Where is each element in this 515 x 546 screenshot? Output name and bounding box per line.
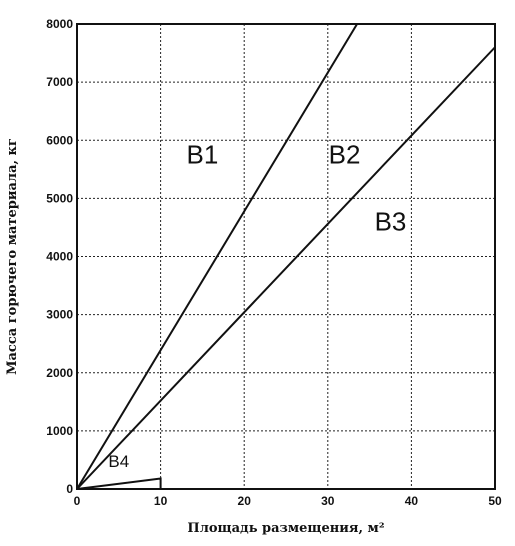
x-axis-title: Площадь размещения, м² [187,521,384,536]
y-tick-label: 4000 [46,250,73,264]
region-labels: В1 В2 В3 В4 [108,140,406,471]
y-tick-label: 6000 [46,133,73,147]
series-layer [76,23,496,490]
y-tick-label: 0 [66,482,73,496]
x-tick-label: 0 [74,494,81,508]
y-tick-label: 2000 [46,366,73,380]
plot-frame [76,23,496,490]
x-tick-label: 30 [321,494,335,508]
x-tick-label: 40 [405,494,419,508]
region-label: В4 [108,452,129,471]
region-label: В3 [375,206,407,236]
series-line-2 [76,46,496,490]
x-tick-label: 20 [238,494,252,508]
grid [77,24,495,489]
y-axis-title: Масса горючего материала, кг [5,138,20,375]
tick-labels: 0 10 20 30 40 50 0 1000 2000 3000 4000 5000 6000 7000… [46,17,502,508]
x-tick-label: 10 [154,494,168,508]
region-label: В2 [329,140,361,170]
y-tick-label: 7000 [46,75,73,89]
series-line-3 [76,477,162,490]
y-tick-label: 5000 [46,191,73,205]
y-tick-label: 1000 [46,424,73,438]
y-tick-label: 3000 [46,308,73,322]
series-line-1 [76,23,358,490]
x-tick-label: 50 [488,494,502,508]
y-tick-label: 8000 [46,17,73,31]
region-label: В1 [186,140,218,170]
